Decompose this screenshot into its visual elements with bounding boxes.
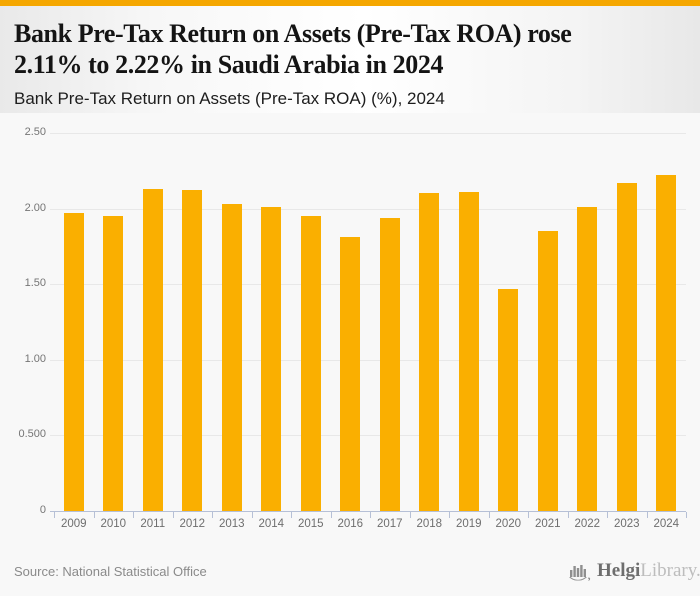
x-axis-label-2009: 2009 — [60, 518, 87, 530]
gridline-1.00 — [50, 359, 686, 361]
x-axis-label-2014: 2014 — [258, 518, 285, 530]
x-axis-tick — [488, 512, 490, 518]
x-axis-tick — [172, 512, 174, 518]
x-axis-line — [50, 511, 686, 512]
bar-2020 — [498, 288, 519, 511]
x-axis-label-2011: 2011 — [140, 518, 166, 530]
bar-2022 — [577, 207, 598, 511]
x-axis-tick — [607, 512, 608, 518]
gridline-2.50 — [50, 133, 686, 134]
x-axis-tick — [133, 512, 134, 518]
x-axis-tick — [93, 512, 95, 518]
y-axis-label-1.50: 1.50 — [24, 277, 46, 290]
x-axis-label-2018: 2018 — [416, 518, 443, 530]
bar-2014 — [261, 207, 282, 511]
x-axis-tick — [291, 512, 292, 518]
x-axis-tick — [370, 512, 371, 518]
x-axis-label-2023: 2023 — [613, 518, 640, 530]
bar-2009 — [63, 213, 84, 511]
bar-2015 — [300, 216, 321, 511]
x-axis-tick — [54, 512, 55, 518]
x-axis-tick — [251, 512, 253, 518]
bar-2019 — [458, 191, 479, 511]
logo-text-helgi: Helgi — [597, 560, 641, 581]
x-axis-label-2016: 2016 — [337, 518, 364, 530]
helgi-library-logo: Helgi Library. — [568, 560, 700, 582]
x-axis-tick — [212, 512, 213, 518]
bar-2018 — [419, 193, 440, 511]
bar-2016 — [340, 237, 361, 511]
gridline-0.500 — [50, 435, 686, 437]
header: Bank Pre-Tax Return on Assets (Pre-Tax R… — [0, 6, 700, 113]
source-note: Source: National Statistical Office — [14, 564, 207, 579]
bar-2010 — [103, 216, 124, 511]
bar-2023 — [616, 182, 637, 511]
y-axis-label-2.00: 2.00 — [24, 201, 46, 214]
title-line-2: 2.11% to 2.22% in Saudi Arabia in 2024 — [14, 50, 444, 79]
bar-2012 — [182, 190, 203, 511]
gridline-1.50 — [50, 284, 686, 286]
x-axis-tick — [409, 512, 411, 518]
x-axis-label-2020: 2020 — [495, 518, 522, 530]
x-axis-label-2021: 2021 — [534, 518, 561, 530]
chart-subtitle: Bank Pre-Tax Return on Assets (Pre-Tax R… — [14, 89, 445, 108]
gridline-2.00 — [50, 208, 686, 210]
x-axis-label-2022: 2022 — [574, 518, 601, 530]
y-axis-label-2.50: 2.50 — [24, 126, 46, 138]
accent-topbar — [0, 0, 700, 6]
y-axis-label-0: 0 — [39, 504, 46, 516]
x-axis-label-2017: 2017 — [376, 518, 403, 530]
helgi-logo-icon — [569, 565, 591, 581]
x-axis-tick — [528, 512, 529, 518]
x-axis-tick — [686, 512, 687, 518]
x-axis-label-2015: 2015 — [297, 518, 324, 530]
x-axis-label-2024: 2024 — [653, 518, 680, 530]
x-axis-label-2019: 2019 — [455, 518, 482, 530]
bar-2011 — [142, 188, 163, 511]
x-axis-tick — [567, 512, 569, 518]
x-axis-label-2013: 2013 — [218, 518, 245, 530]
bar-2021 — [537, 231, 558, 511]
page-title: Bank Pre-Tax Return on Assets (Pre-Tax R… — [14, 18, 684, 80]
bar-2017 — [379, 217, 400, 511]
title-line-1: Bank Pre-Tax Return on Assets (Pre-Tax R… — [14, 19, 572, 48]
logo-text-library: Library. — [640, 560, 700, 581]
x-axis-label-2010: 2010 — [100, 518, 127, 530]
y-axis-label-0.500: 0.500 — [18, 428, 46, 441]
x-axis-tick — [449, 512, 450, 518]
x-axis-label-2012: 2012 — [179, 518, 206, 530]
y-axis-label-1.00: 1.00 — [24, 352, 46, 365]
x-axis-tick — [646, 512, 648, 518]
bar-2013 — [221, 204, 242, 511]
bar-2024 — [656, 175, 677, 511]
x-axis-tick — [330, 512, 332, 518]
